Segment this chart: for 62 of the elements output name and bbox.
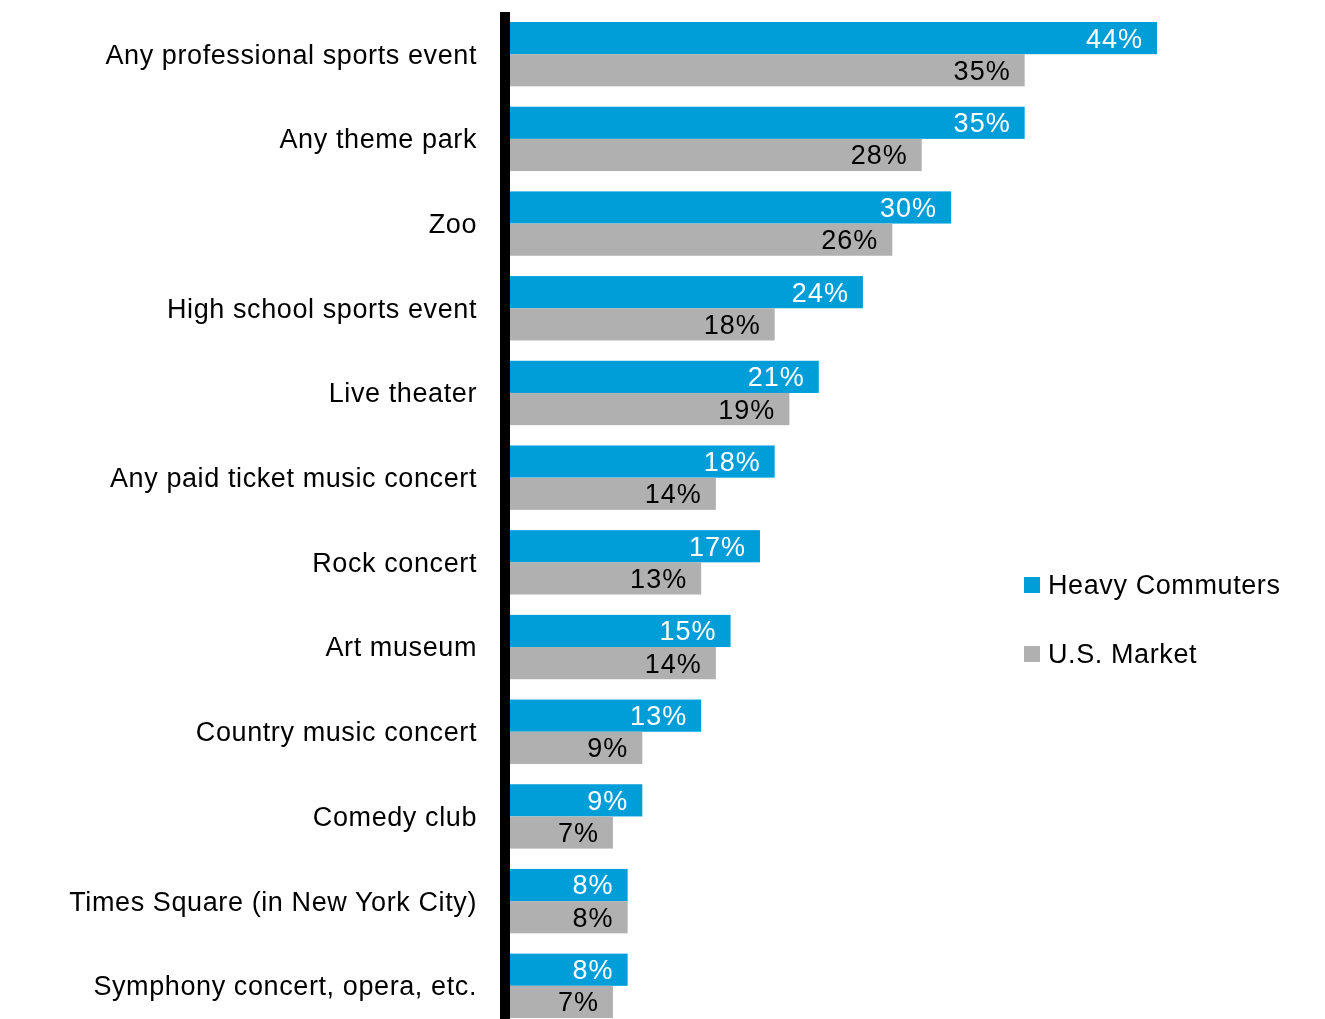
data-label: 35%	[953, 55, 1011, 86]
legend-label: Heavy Commuters	[1048, 570, 1281, 601]
y-tick-label: Symphony concert, opera, etc.	[93, 971, 477, 1002]
data-label: 14%	[644, 648, 702, 679]
bar	[510, 276, 863, 309]
data-label: 44%	[1085, 23, 1143, 54]
data-label: 21%	[747, 362, 805, 393]
bar	[510, 868, 628, 902]
y-tick-label: Any professional sports event	[105, 39, 477, 70]
bar	[510, 901, 628, 934]
data-label: 26%	[821, 225, 879, 256]
data-label: 17%	[688, 531, 746, 562]
bar	[510, 360, 819, 393]
bar	[510, 816, 613, 849]
y-tick-label: Any paid ticket music concert	[109, 463, 477, 494]
data-label: 19%	[718, 394, 776, 425]
bar	[510, 731, 643, 764]
data-label: 14%	[644, 479, 702, 510]
bar	[510, 562, 702, 595]
legend-label: U.S. Market	[1048, 639, 1198, 670]
y-tick-label: Rock concert	[312, 547, 477, 578]
data-label: 18%	[703, 309, 761, 340]
bar	[510, 308, 775, 341]
data-label: 8%	[572, 870, 614, 901]
bar	[510, 699, 702, 732]
bar	[510, 191, 952, 224]
data-label: 7%	[557, 817, 599, 848]
bar	[510, 647, 716, 680]
data-label: 30%	[880, 192, 938, 223]
bar	[510, 392, 790, 426]
y-tick-label: Times Square (in New York City)	[69, 886, 477, 917]
y-tick-label: Any theme park	[279, 124, 477, 155]
bar	[510, 138, 922, 172]
data-label: 8%	[572, 902, 614, 933]
data-label: 7%	[557, 987, 599, 1018]
data-label: 28%	[850, 140, 908, 171]
bar	[510, 477, 716, 510]
y-tick-label: Art museum	[325, 632, 477, 663]
bar	[510, 784, 643, 817]
bar	[510, 985, 613, 1018]
bar	[510, 445, 775, 478]
bar	[510, 614, 731, 648]
data-label: 9%	[587, 733, 629, 764]
data-label: 15%	[659, 616, 717, 647]
y-tick-label: High school sports event	[166, 293, 477, 324]
data-label: 18%	[703, 447, 761, 478]
bar	[510, 223, 893, 256]
y-tick-label: Country music concert	[195, 717, 477, 748]
data-label: 9%	[587, 785, 629, 816]
data-label: 35%	[953, 108, 1011, 139]
data-label: 8%	[572, 955, 614, 986]
bar	[510, 22, 1157, 55]
y-tick-label: Comedy club	[312, 801, 477, 832]
data-label: 13%	[630, 701, 688, 732]
bar	[510, 106, 1025, 139]
bar	[510, 530, 760, 563]
data-label: 24%	[791, 277, 849, 308]
data-label: 13%	[630, 563, 688, 594]
bar	[510, 953, 628, 986]
y-tick-label: Live theater	[328, 378, 477, 409]
y-tick-label: Zoo	[428, 209, 477, 240]
bar	[510, 54, 1025, 87]
